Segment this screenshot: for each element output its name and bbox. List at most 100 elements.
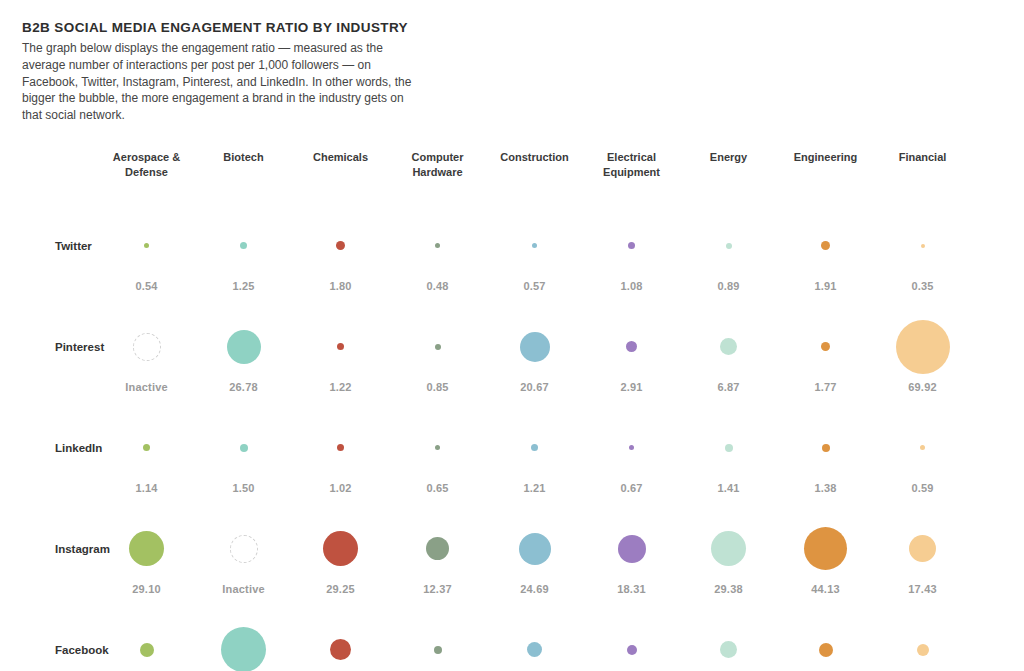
data-bubble: [435, 445, 440, 450]
data-bubble: [336, 241, 345, 250]
bubble-box: [389, 616, 486, 671]
data-bubble: [804, 527, 847, 570]
bubble-cell: 1.22: [292, 313, 389, 393]
bubble-box: [292, 212, 389, 280]
data-bubble: [527, 642, 542, 657]
bubble-box: [777, 414, 874, 482]
bubble-box: [680, 212, 777, 280]
value-label: 17.43: [908, 583, 937, 595]
value-label: 24.69: [520, 583, 549, 595]
column-header: Financial: [874, 150, 971, 165]
inactive-circle-icon: [133, 333, 161, 361]
data-bubble: [426, 537, 449, 560]
value-label: 0.35: [911, 280, 933, 292]
bubble-box: [874, 313, 971, 381]
value-label: 0.65: [426, 482, 448, 494]
data-bubble: [821, 241, 830, 250]
column-header: Energy: [680, 150, 777, 165]
column-header: Biotech: [195, 150, 292, 165]
value-label: 1.41: [717, 482, 739, 494]
value-label: 1.50: [232, 482, 254, 494]
bubble-cell: Inactive: [98, 313, 195, 393]
bubble-box: [583, 515, 680, 583]
bubble-cell: 1.38: [389, 616, 486, 671]
bubble-box: [583, 212, 680, 280]
data-bubble: [628, 242, 635, 249]
bubble-box: [486, 212, 583, 280]
bubble-box: [389, 414, 486, 482]
row-label: Instagram: [22, 515, 98, 583]
data-bubble: [240, 444, 248, 452]
data-bubble: [920, 445, 925, 450]
bubble-box: [777, 515, 874, 583]
bubble-cell: 1.77: [777, 313, 874, 393]
data-bubble: [626, 341, 637, 352]
bubble-box: [486, 616, 583, 671]
data-bubble: [917, 644, 929, 656]
network-row: LinkedIn1.14 1.50 1.02 0.65 1.21 0.67 1.41 1.38…: [22, 414, 1024, 515]
bubble-box: [98, 515, 195, 583]
column-header: Computer Hardware: [389, 150, 486, 180]
bubble-cell: 1.02: [292, 414, 389, 494]
bubble-box: [874, 414, 971, 482]
value-label: 0.48: [426, 280, 448, 292]
bubble-box: [777, 212, 874, 280]
data-bubble: [726, 243, 732, 249]
data-bubble: [711, 531, 746, 566]
data-bubble: [921, 244, 925, 248]
data-bubble: [143, 444, 150, 451]
bubble-cell: 7.02: [680, 616, 777, 671]
value-label: 1.38: [814, 482, 836, 494]
bubble-box: [195, 313, 292, 381]
bubble-box: [195, 515, 292, 583]
data-bubble: [532, 243, 537, 248]
bubble-cell: 20.67: [486, 313, 583, 393]
bubble-cell: 0.35: [874, 212, 971, 292]
value-label: 1.21: [523, 482, 545, 494]
value-label: 1.25: [232, 280, 254, 292]
bubble-cell: 17.43: [874, 515, 971, 595]
data-bubble: [227, 330, 261, 364]
column-header-row: Aerospace & DefenseBiotechChemicalsCompu…: [22, 150, 1024, 194]
bubble-box: [292, 313, 389, 381]
bubble-box: [680, 515, 777, 583]
bubble-cell: 1.41: [680, 414, 777, 494]
bubble-box: [389, 515, 486, 583]
data-bubble: [323, 531, 358, 566]
bubble-cell: 26.78: [195, 313, 292, 393]
bubble-box: [583, 414, 680, 482]
value-label: Inactive: [222, 583, 265, 595]
bubble-box: [98, 212, 195, 280]
row-label: LinkedIn: [22, 414, 98, 482]
bubble-box: [292, 616, 389, 671]
data-bubble: [896, 320, 950, 374]
chart-description: The graph below displays the engagement …: [22, 40, 414, 124]
value-label: 1.08: [620, 280, 642, 292]
bubble-cell: 0.67: [583, 414, 680, 494]
value-label: 6.87: [717, 381, 739, 393]
bubble-box: [486, 414, 583, 482]
infographic-page: B2B Social Media Engagement Ratio by Ind…: [0, 0, 1024, 671]
bubble-cell: 69.92: [874, 313, 971, 393]
bubble-cell: 1.14: [98, 414, 195, 494]
bubble-box: [777, 313, 874, 381]
bubble-cell: 1.21: [486, 414, 583, 494]
value-label: 69.92: [908, 381, 937, 393]
data-bubble: [627, 645, 637, 655]
bubble-cell: 1.91: [777, 212, 874, 292]
value-label: 18.31: [617, 583, 646, 595]
data-bubble: [337, 343, 344, 350]
row-label: Facebook: [22, 616, 98, 671]
value-label: 2.91: [620, 381, 642, 393]
bubble-cell: 0.85: [389, 313, 486, 393]
data-bubble: [435, 344, 441, 350]
bubble-cell: 6.87: [680, 313, 777, 393]
bubble-cell: 5.15: [486, 616, 583, 671]
bubble-cell: 4.76: [98, 616, 195, 671]
bubble-cell: 1.80: [292, 212, 389, 292]
bubble-cell: 0.59: [874, 414, 971, 494]
bubble-box: [292, 515, 389, 583]
bubble-box: [195, 414, 292, 482]
value-label: 29.38: [714, 583, 743, 595]
data-bubble: [221, 627, 266, 671]
